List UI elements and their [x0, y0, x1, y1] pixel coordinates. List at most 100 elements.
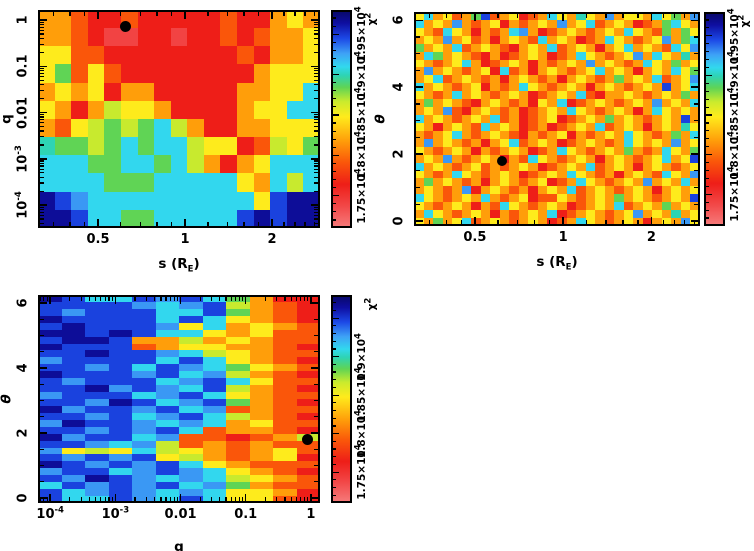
- heatmap-cell: [499, 91, 510, 100]
- x-minor-tick: [156, 222, 158, 226]
- heatmap-cell: [690, 146, 700, 155]
- heatmap-cell: [61, 440, 85, 448]
- heatmap-cell: [537, 51, 548, 60]
- heatmap-cell: [38, 301, 62, 309]
- colorbar-minor-tick: [333, 130, 336, 132]
- heatmap-cell: [137, 100, 155, 119]
- heatmap-cell: [604, 162, 615, 171]
- heatmap-cell: [690, 186, 700, 195]
- x-minor-tick: [104, 497, 106, 501]
- x-minor-tick-top: [80, 297, 82, 301]
- heatmap-cell: [226, 447, 250, 455]
- heatmap-cell: [633, 115, 643, 123]
- heatmap-cell: [54, 100, 72, 119]
- heatmap-cell: [499, 146, 510, 155]
- heatmap-cell: [61, 399, 85, 406]
- heatmap-cell: [237, 100, 254, 119]
- heatmap-cell: [202, 336, 226, 344]
- heatmap-cell: [179, 378, 203, 386]
- heatmap-cell: [38, 336, 62, 344]
- heatmap-cell: [671, 170, 681, 179]
- heatmap-cell: [414, 178, 424, 187]
- x-minor-tick-top: [52, 12, 54, 16]
- heatmap-cell: [671, 122, 681, 131]
- heatmap-cell: [87, 46, 105, 65]
- x-minor-tick-top: [235, 297, 237, 301]
- heatmap-cell: [537, 194, 548, 203]
- heatmap-cell: [87, 155, 105, 174]
- heatmap-cell: [273, 336, 297, 344]
- heatmap-cell: [71, 191, 88, 210]
- heatmap-cell: [120, 46, 138, 65]
- heatmap-cell: [452, 35, 462, 44]
- heatmap-cell: [585, 186, 596, 195]
- heatmap-cell: [614, 115, 624, 123]
- colorbar-minor-tick: [333, 494, 336, 496]
- heatmap-cell: [179, 308, 203, 316]
- heatmap-cell: [680, 146, 691, 155]
- x-minor-tick: [219, 497, 221, 501]
- heatmap-cell: [680, 91, 691, 100]
- heatmap-cell: [249, 350, 273, 358]
- heatmap-cell: [614, 194, 624, 203]
- y-minor-tick-right: [314, 208, 318, 211]
- heatmap-cell: [203, 28, 221, 47]
- colorbar-minor-tick: [706, 138, 709, 140]
- heatmap-cell: [614, 75, 624, 84]
- heatmap-cell: [187, 155, 204, 174]
- colorbar-minor-tick: [333, 479, 336, 481]
- heatmap-cell: [490, 115, 500, 123]
- y-minor-tick-right: [314, 89, 318, 92]
- heatmap-cell: [471, 43, 481, 52]
- colorbar-minor-tick: [706, 106, 709, 108]
- heatmap-cell: [671, 67, 681, 76]
- heatmap-cell: [661, 75, 672, 84]
- heatmap-cell: [273, 308, 297, 316]
- heatmap-cell: [132, 392, 156, 399]
- heatmap-cell: [61, 315, 85, 323]
- y-major-tick: [40, 19, 47, 21]
- heatmap-cell: [442, 107, 453, 116]
- heatmap-cell: [179, 301, 203, 309]
- y-minor-tick: [40, 160, 44, 162]
- heatmap-cell: [537, 130, 548, 139]
- heatmap-cell: [249, 336, 273, 344]
- heatmap-cell: [642, 99, 653, 108]
- y-axis-title: q: [0, 114, 14, 124]
- heatmap-cell: [585, 202, 596, 211]
- heatmap-cell: [249, 308, 273, 316]
- heatmap-cell: [155, 343, 179, 351]
- heatmap-cell: [557, 210, 567, 219]
- heatmap-cell: [303, 82, 320, 101]
- heatmap-cell: [226, 329, 250, 337]
- heatmap-cell: [61, 336, 85, 344]
- x-minor-tick: [84, 222, 86, 226]
- y-minor-tick-right: [694, 203, 698, 205]
- y-tick-label: 6: [15, 298, 31, 308]
- heatmap-cell: [155, 357, 179, 365]
- heatmap-cell: [249, 405, 273, 413]
- heatmap-cell: [442, 83, 453, 92]
- colorbar-major-tick: [333, 317, 339, 319]
- heatmap-cell: [108, 301, 132, 309]
- heatmap-cell: [490, 43, 500, 52]
- y-major-tick: [40, 65, 47, 68]
- heatmap-cell: [414, 59, 424, 68]
- y-major-tick-right: [311, 19, 318, 21]
- heatmap-cell: [249, 461, 273, 469]
- heatmap-cell: [642, 146, 653, 155]
- heatmap-cell: [490, 210, 500, 219]
- heatmap-cell: [249, 489, 273, 497]
- x-minor-tick-top: [39, 297, 41, 301]
- heatmap-cell: [433, 12, 443, 20]
- y-tick-label: 10-4: [14, 191, 31, 219]
- y-minor-tick: [416, 103, 420, 105]
- heatmap-cell: [155, 378, 179, 386]
- heatmap-cell: [528, 51, 538, 60]
- x-minor-tick: [169, 497, 172, 501]
- heatmap-cell: [623, 194, 634, 203]
- heatmap-cell: [132, 454, 156, 462]
- heatmap-cell: [566, 138, 577, 147]
- x-minor-tick: [139, 222, 141, 226]
- y-minor-tick-right: [694, 136, 698, 138]
